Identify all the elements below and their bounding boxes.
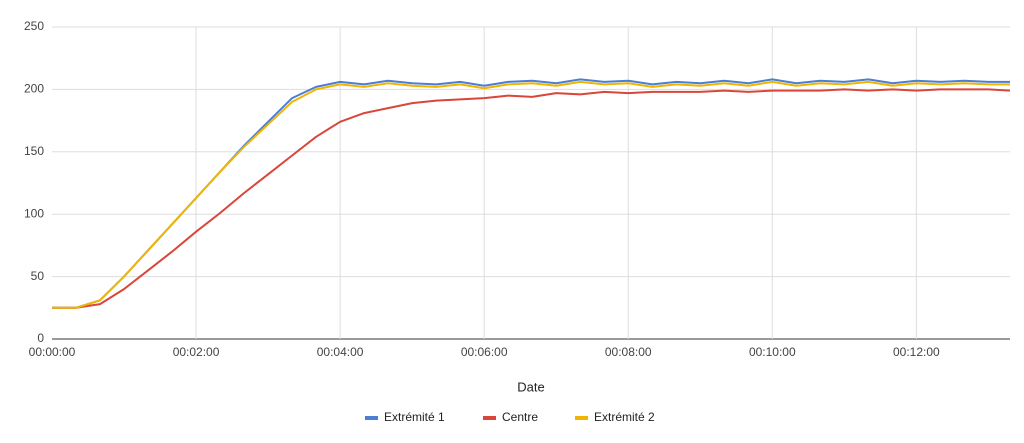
- x-tick-label: 00:10:00: [749, 345, 796, 359]
- series-line: [52, 88, 1011, 309]
- x-tick-label: 00:06:00: [461, 345, 508, 359]
- legend-label: Extrémité 1: [384, 410, 445, 424]
- y-tick-label: 100: [24, 206, 44, 220]
- y-tick-label: 50: [31, 269, 45, 283]
- x-tick-label: 00:00:00: [29, 345, 76, 359]
- y-tick-label: 200: [24, 82, 44, 96]
- legend-swatch: [575, 416, 588, 420]
- x-tick-label: 00:08:00: [605, 345, 652, 359]
- x-tick-label: 00:02:00: [173, 345, 220, 359]
- y-tick-label: 250: [24, 19, 44, 33]
- x-tick-label: 00:04:00: [317, 345, 364, 359]
- series-line: [52, 80, 1010, 309]
- y-tick-label: 150: [24, 144, 44, 158]
- x-tick-label: 00:12:00: [893, 345, 940, 359]
- x-axis-title: Date: [517, 379, 544, 394]
- legend-swatch: [483, 416, 496, 420]
- legend-swatch: [365, 416, 378, 420]
- legend-label: Extrémité 2: [594, 410, 655, 424]
- y-tick-label: 0: [37, 331, 44, 345]
- legend-label: Centre: [502, 410, 538, 424]
